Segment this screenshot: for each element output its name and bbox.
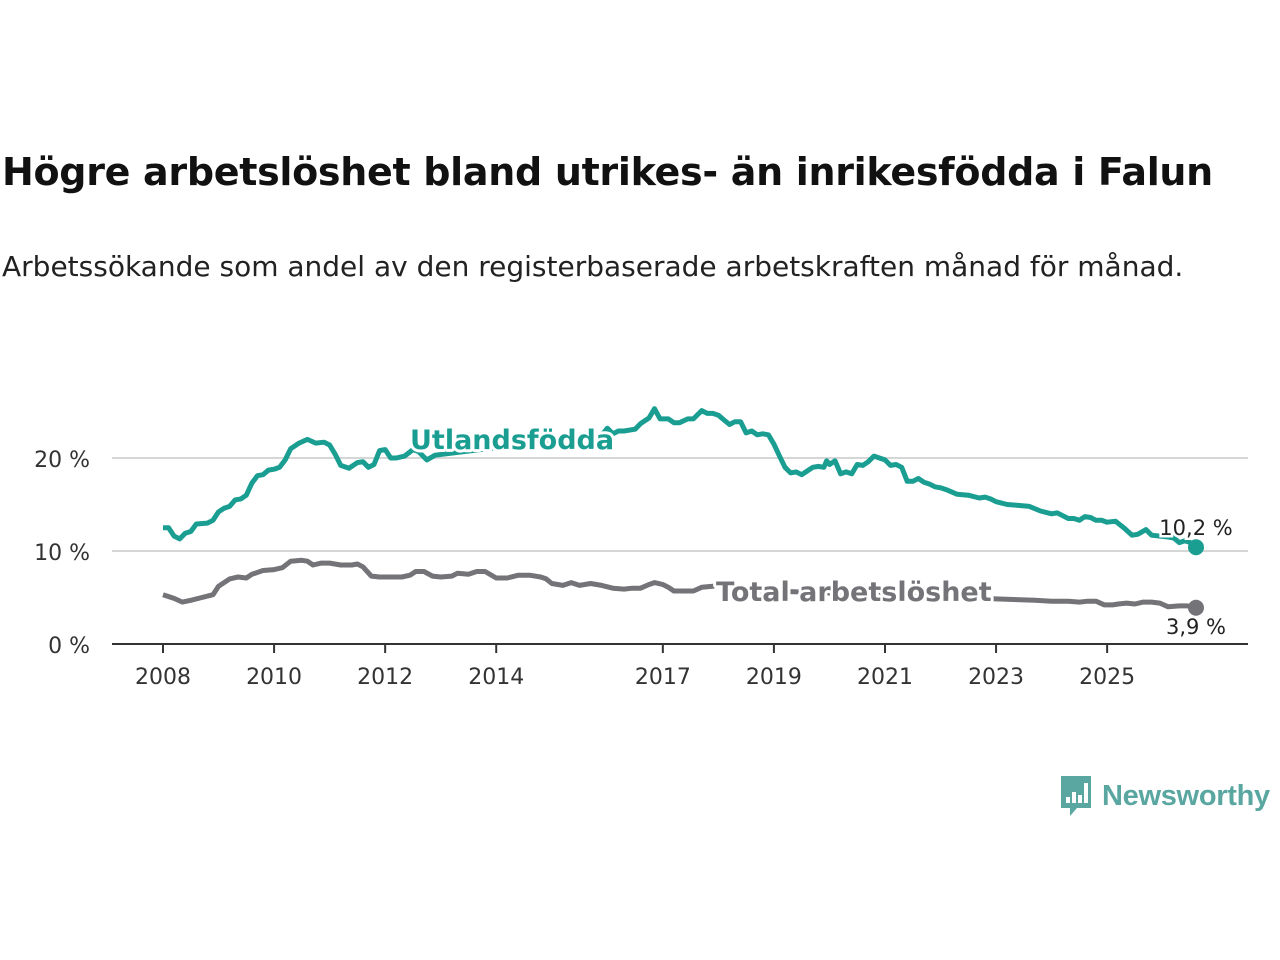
x-tick-label: 2014 — [468, 665, 524, 690]
end-point-total — [1188, 599, 1204, 616]
series-lines — [162, 406, 1204, 616]
end-label-total: 3,9 % — [1166, 615, 1226, 639]
logo-text: Newsworthy — [1102, 779, 1270, 812]
x-tick-label: 2017 — [635, 665, 691, 690]
series-label-foreign-born: Utlandsfödda — [410, 425, 614, 456]
series-line-total — [162, 557, 1197, 611]
x-tick-label: 2012 — [357, 665, 413, 690]
x-tick-label: 2019 — [746, 665, 802, 690]
x-tick-label: 2025 — [1079, 665, 1135, 690]
chart-subtitle: Arbetssökande som andel av den registerb… — [2, 250, 1184, 283]
x-tick-label: 2021 — [857, 665, 913, 690]
gridlines — [112, 457, 1248, 552]
y-tick-label: 10 % — [34, 541, 90, 566]
labels: Utlandsfödda Total arbetslöshet 10,2 % 3,9 … — [407, 422, 1235, 642]
series-line-foreign-born — [163, 406, 1198, 550]
axes: 0 % 10 % 20 % 2008 2010 2012 2014 2017 2019 2021 2… — [34, 448, 1248, 690]
chart-title: Högre arbetslöshet bland utrikes- än inr… — [2, 150, 1213, 194]
newsworthy-logo: Newsworthy — [1058, 772, 1278, 820]
y-tick-label: 0 % — [48, 634, 90, 659]
x-tick-label: 2023 — [968, 665, 1024, 690]
end-label-foreign-born: 10,2 % — [1159, 516, 1232, 540]
end-point-foreign-born — [1188, 539, 1204, 556]
series-label-total: Total arbetslöshet — [716, 577, 992, 608]
y-tick-label: 20 % — [34, 448, 90, 473]
x-tick-label: 2008 — [135, 665, 191, 690]
bar-chart-speech-bubble-icon — [1061, 776, 1091, 816]
x-tick-label: 2010 — [246, 665, 302, 690]
